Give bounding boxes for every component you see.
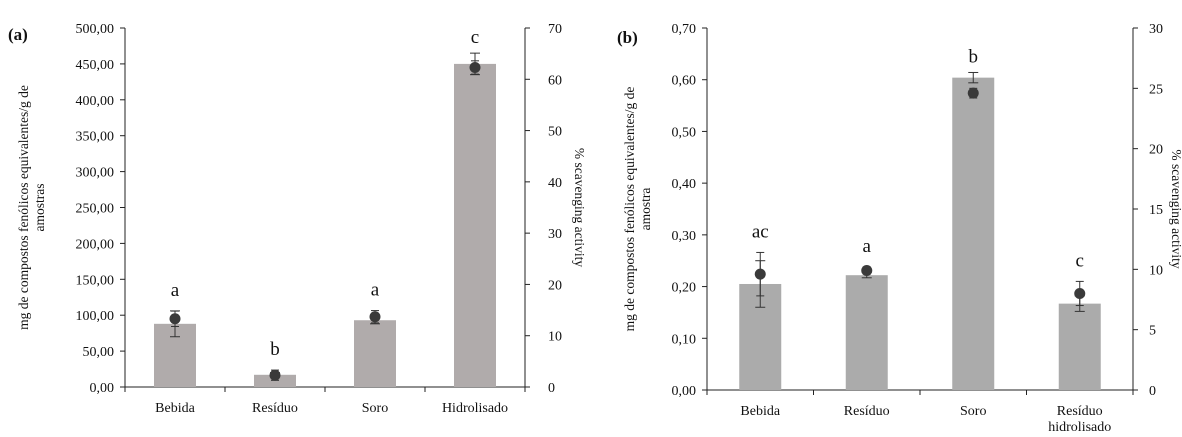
panel-a-ytick-label: 0,00	[90, 381, 115, 396]
panel-a-point	[469, 61, 481, 73]
panel-b-bar	[1058, 303, 1101, 390]
panel-a-y2tick-label: 60	[548, 73, 562, 88]
panel-b-y2tick-label: 20	[1149, 143, 1163, 158]
panel-a-ylabel-line: mg de compostos fenólicos equivalentes/g…	[16, 85, 31, 330]
panel-a-ytick-label: 300,00	[76, 166, 115, 181]
panel-a-significance-letter: a	[171, 280, 180, 301]
panel-b-ytick-label: 0,70	[672, 22, 697, 37]
panel-a-ytick-label: 100,00	[76, 309, 115, 324]
panel-b-ytick-label: 0,40	[672, 177, 697, 192]
panel-b-y2label: % scavenging activity	[1169, 149, 1182, 268]
panel-a-significance-letter: c	[471, 27, 479, 48]
panel-b-point	[861, 265, 873, 277]
panel-a-ytick-label: 150,00	[76, 273, 115, 288]
panel-b-y2tick-label: 15	[1149, 203, 1163, 218]
panel-a-y2tick-label: 40	[548, 176, 562, 191]
panel-b-category-label: Resíduo	[844, 404, 890, 419]
panel-b-y2tick-label: 25	[1149, 82, 1163, 97]
panel-a-ytick-label: 450,00	[76, 58, 115, 73]
panel-b-significance-letter: ac	[752, 221, 769, 242]
panel-b-category-label: Resíduo hidrolisado	[1048, 404, 1111, 435]
panel-a-significance-letter: b	[270, 339, 280, 360]
panel-b-y2tick-label: 5	[1149, 324, 1156, 339]
panel-b-point	[754, 268, 766, 280]
panel-b-bar	[845, 275, 888, 390]
panel-a-bar	[354, 320, 396, 387]
panel-a-y2tick-label: 20	[548, 278, 562, 293]
panel-b-significance-letter: a	[863, 236, 872, 257]
panel-b-point	[1074, 287, 1086, 299]
panel-a-ytick-label: 50,00	[83, 345, 115, 360]
panel-a-y2tick-label: 0	[548, 381, 555, 396]
panel-b-ytick-label: 0,60	[672, 74, 697, 89]
panel-b-category-label-line: Resíduo	[1057, 404, 1103, 419]
panel-a-y2label: % scavenging activity	[572, 148, 587, 267]
panel-a-ytick-label: 400,00	[76, 94, 115, 109]
panel-b-ytick-label: 0,50	[672, 125, 697, 140]
panel-b-label: (b)	[617, 28, 638, 47]
panel-a-y2tick-label: 70	[548, 22, 562, 37]
panel-b-category-label-line: Bebida	[740, 404, 780, 419]
panel-a-category-label: Soro	[362, 401, 388, 416]
panel-a-y2tick-label: 10	[548, 330, 562, 345]
panel-a-point	[369, 311, 381, 323]
panel-b-category-label-line: Soro	[960, 404, 986, 419]
panel-a-ytick-label: 350,00	[76, 130, 115, 145]
panel-b-significance-letter: b	[969, 46, 979, 67]
panel-a-category-label-line: Soro	[362, 401, 388, 416]
panel-a-ylabel: mg de compostos fenólicos equivalentes/g…	[16, 85, 47, 330]
panel-b-category-label: Soro	[960, 404, 986, 419]
panel-b-bar	[952, 77, 995, 390]
panel-b-ylabel-line: mg de compostos fenólicos equivalentes/g…	[622, 87, 637, 332]
panel-a-ytick-label: 250,00	[76, 202, 115, 217]
panel-a-ytick-label: 500,00	[76, 22, 115, 37]
panel-a-bar	[254, 374, 296, 387]
panel-b-ylabel-line: amostra	[638, 188, 653, 231]
panel-b-category-label-line: Resíduo	[844, 404, 890, 419]
panel-a-bar	[454, 63, 496, 388]
panel-a-category-label: Resíduo	[252, 401, 298, 416]
panel-a-y2tick-label: 30	[548, 227, 562, 242]
panel-a-category-label-line: Hidrolisado	[442, 401, 508, 416]
panel-b-y2tick-label: 10	[1149, 263, 1163, 278]
panel-a-category-label-line: Bebida	[155, 401, 195, 416]
panel-a-significance-letter: a	[371, 280, 380, 301]
panel-b-y2tick-label: 30	[1149, 22, 1163, 37]
panel-a-ylabel-line: amostras	[32, 184, 47, 232]
panel-b-ytick-label: 0,00	[672, 384, 697, 399]
panel-a-y2tick-label: 50	[548, 125, 562, 140]
panel-b-point	[967, 87, 979, 99]
panel-a-category-label: Hidrolisado	[442, 401, 508, 416]
panel-b-ylabel: mg de compostos fenólicos equivalentes/g…	[622, 87, 653, 332]
panel-a-point	[169, 313, 181, 325]
panel-a-label: (a)	[8, 25, 28, 44]
panel-b-ytick-label: 0,10	[672, 332, 697, 347]
panel-a-category-label: Bebida	[155, 401, 195, 416]
panel-b-category-label: Bebida	[740, 404, 780, 419]
panel-b-significance-letter: c	[1076, 250, 1084, 271]
panel-b-category-label-line: hidrolisado	[1048, 420, 1111, 435]
panel-b-ytick-label: 0,30	[672, 229, 697, 244]
panel-a-ytick-label: 200,00	[76, 237, 115, 252]
panel-a-category-label-line: Resíduo	[252, 401, 298, 416]
panel-b-ytick-label: 0,20	[672, 281, 697, 296]
panel-a-point	[269, 369, 281, 381]
panel-b-y2tick-label: 0	[1149, 384, 1156, 399]
